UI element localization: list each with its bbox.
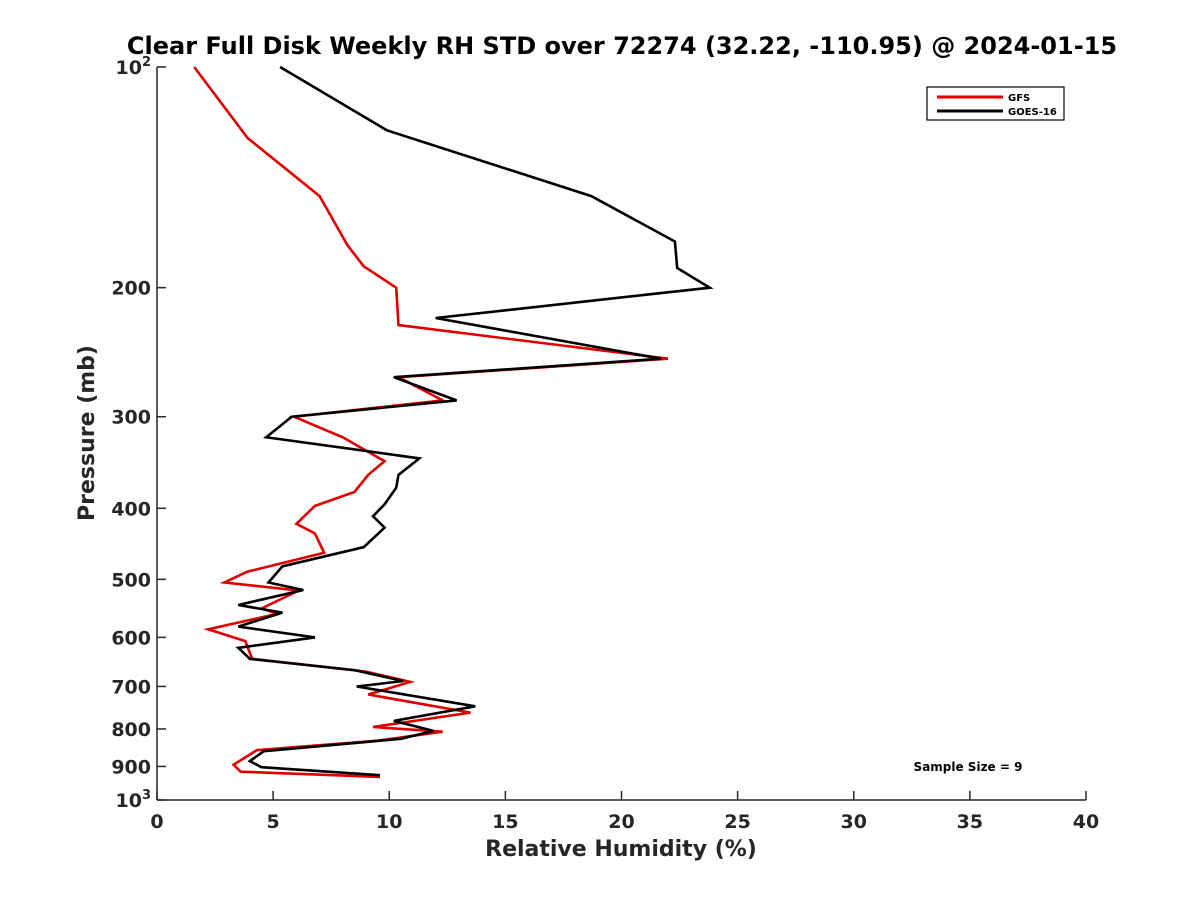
y-axis-ticks: 102 200 300 400 500 600 700 800 900 103 bbox=[111, 55, 166, 812]
x-tick-label: 25 bbox=[724, 811, 750, 833]
y-tick-label: 300 bbox=[111, 407, 151, 429]
y-tick-label: 400 bbox=[111, 498, 151, 520]
series-line-gfs bbox=[193, 66, 669, 779]
x-tick-label: 20 bbox=[608, 811, 634, 833]
sample-size-annotation: Sample Size = 9 bbox=[914, 760, 1023, 774]
x-axis-label: Relative Humidity (%) bbox=[485, 837, 757, 862]
legend-label-goes16: GOES-16 bbox=[1008, 107, 1057, 118]
y-tick-label: 102 bbox=[116, 55, 152, 79]
x-axis-ticks: 0 5 10 15 20 25 30 35 40 bbox=[150, 791, 1099, 833]
legend-box bbox=[926, 86, 1065, 121]
x-tick-label: 30 bbox=[841, 811, 867, 833]
legend-label-gfs: GFS bbox=[1008, 93, 1030, 104]
x-tick-label: 0 bbox=[150, 811, 163, 833]
series-line-goes-16 bbox=[235, 65, 714, 777]
x-tick-label: 5 bbox=[267, 811, 280, 833]
y-tick-label: 700 bbox=[111, 676, 151, 698]
y-tick-label: 600 bbox=[111, 627, 151, 649]
y-tick-label: 500 bbox=[111, 569, 151, 591]
y-tick-label: 200 bbox=[111, 278, 151, 300]
x-tick-label: 10 bbox=[376, 811, 402, 833]
legend: GFS GOES-16 bbox=[926, 86, 1065, 121]
y-axis-label: Pressure (mb) bbox=[75, 345, 100, 521]
chart-title: Clear Full Disk Weekly RH STD over 72274… bbox=[127, 32, 1117, 60]
x-tick-label: 40 bbox=[1073, 811, 1099, 833]
y-tick-label: 800 bbox=[111, 719, 151, 741]
x-tick-label: 15 bbox=[492, 811, 518, 833]
y-tick-label: 900 bbox=[111, 756, 151, 778]
y-tick-label: 103 bbox=[116, 788, 152, 812]
x-tick-label: 35 bbox=[957, 811, 983, 833]
series-lines bbox=[193, 65, 714, 779]
